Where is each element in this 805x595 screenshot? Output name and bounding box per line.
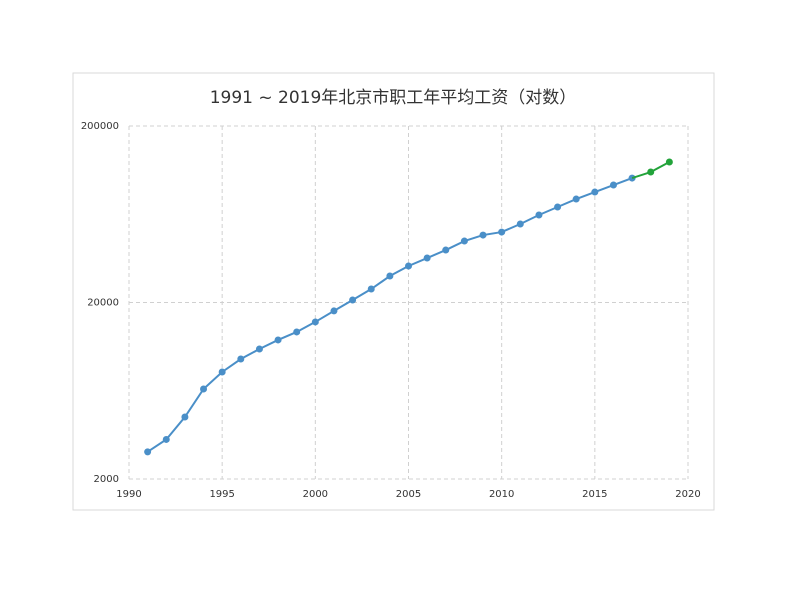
y-tick-label: 2000 (94, 474, 119, 485)
data-point (516, 220, 524, 228)
data-point (423, 254, 431, 262)
data-point (647, 168, 655, 176)
data-point (591, 188, 599, 196)
data-point (535, 211, 543, 219)
y-tick-label: 200000 (81, 121, 119, 132)
data-point (162, 435, 170, 443)
y-tick-label: 20000 (87, 298, 119, 309)
data-point (181, 413, 189, 421)
data-point (367, 285, 375, 293)
data-point (479, 231, 487, 239)
data-point (554, 203, 562, 211)
series-line (650, 161, 670, 173)
x-tick-label: 2015 (582, 489, 607, 500)
data-point (498, 228, 506, 236)
x-tick-label: 2020 (675, 489, 700, 500)
chart-title: 1991 ~ 2019年北京市职工年平均工资（对数） (210, 88, 577, 108)
data-point (144, 448, 152, 456)
data-point (255, 345, 263, 353)
data-point (609, 181, 617, 189)
data-point (442, 246, 450, 254)
data-point (274, 336, 282, 344)
data-point (349, 296, 357, 304)
chart-frame (72, 72, 715, 511)
data-point (330, 307, 338, 315)
x-tick-label: 2000 (303, 489, 328, 500)
data-point (311, 318, 319, 326)
data-point (293, 328, 301, 336)
data-point (237, 355, 245, 363)
data-point (460, 237, 468, 245)
data-point (665, 158, 673, 166)
data-point (386, 272, 394, 280)
x-tick-label: 1995 (209, 489, 234, 500)
x-tick-label: 1990 (116, 489, 141, 500)
x-tick-label: 2010 (489, 489, 514, 500)
x-tick-label: 2005 (396, 489, 421, 500)
data-point (405, 262, 412, 270)
data-point (218, 368, 226, 376)
data-point (572, 195, 580, 203)
data-point (200, 385, 208, 393)
